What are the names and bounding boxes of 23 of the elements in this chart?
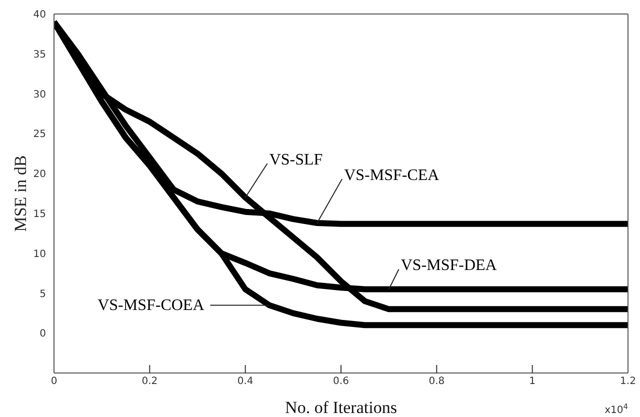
y-tick-label: 35 [33,49,46,60]
y-tick-label: 10 [33,248,46,260]
y-tick-label: 20 [33,169,46,180]
text: x10$^{4}$ [604,402,628,416]
y-tick-label: 25 [33,129,46,140]
y-tick-label: 30 [33,89,46,100]
y-axis-title: MSE in dB [11,155,30,232]
text: VS-MSF-CEA [344,167,440,184]
y-tick-label: 5 [40,288,46,300]
x-tick-label: 1 [529,376,536,388]
x-tick-label: 0.2 [142,376,158,388]
x-tick-label: 0.6 [333,376,349,388]
x-tick-label: 0.8 [428,376,445,388]
y-tick-label: 0 [40,328,46,340]
x-tick-label: 0 [50,376,58,388]
x-tick-label: 0.4 [237,376,254,388]
text: VS-SLF [269,151,323,168]
series-label: VS-MSF-DEA [400,257,498,274]
x-tick-label: 1.2 [620,376,636,388]
y-tick-label: 40 [33,10,46,21]
x-axis-title: No. of Iterations [285,398,397,417]
y-tick-label: 15 [33,208,46,220]
text: VS-MSF-COEA [98,297,205,314]
